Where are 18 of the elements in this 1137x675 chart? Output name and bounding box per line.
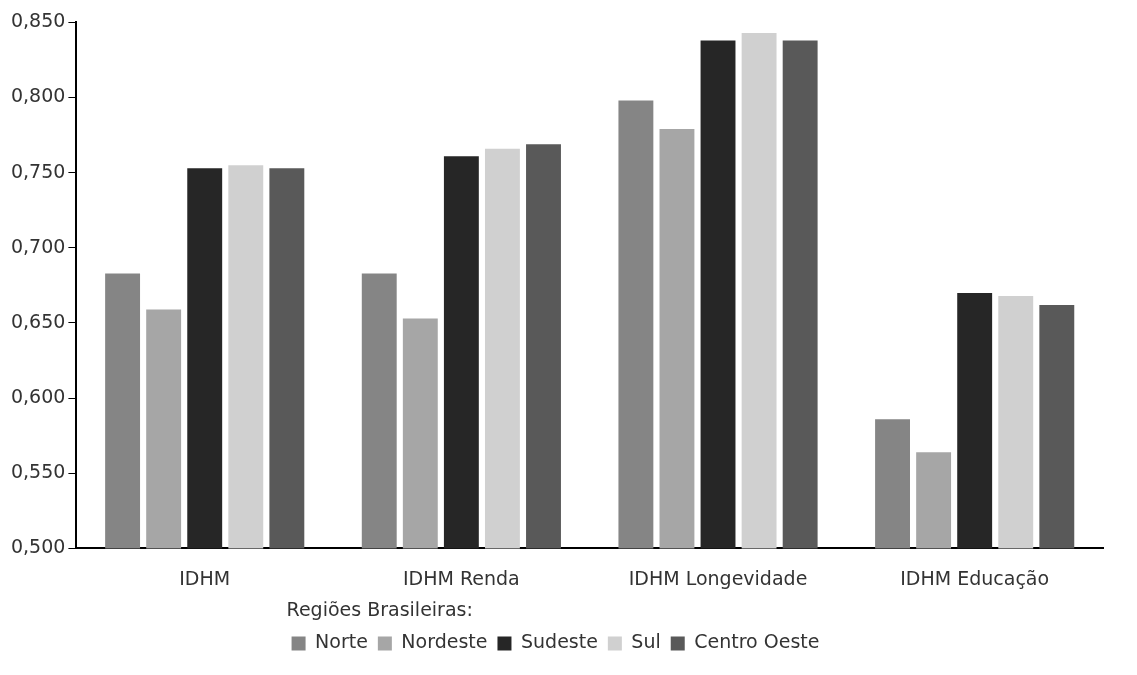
x-tick-label: IDHM Longevidade bbox=[628, 566, 808, 589]
x-tick-label: IDHM Renda bbox=[403, 566, 520, 589]
legend-label: Sudeste bbox=[520, 630, 598, 653]
y-tick-label: 0,800 bbox=[10, 84, 66, 107]
legend-label: Sul bbox=[631, 630, 661, 653]
y-tick-label: 0,750 bbox=[10, 159, 66, 182]
y-tick-label: 0,850 bbox=[10, 9, 66, 32]
legend-label: Nordeste bbox=[401, 630, 488, 653]
y-tick-label: 0,650 bbox=[10, 309, 66, 332]
x-tick-label: IDHM Educação bbox=[900, 566, 1050, 589]
y-tick-label: 0,500 bbox=[10, 535, 66, 558]
legend-label: Norte bbox=[315, 630, 368, 653]
legend-title: Regiões Brasileiras: bbox=[286, 597, 473, 620]
y-tick-label: 0,700 bbox=[10, 234, 66, 257]
legend-label: Centro Oeste bbox=[694, 630, 820, 653]
y-tick-label: 0,600 bbox=[10, 385, 66, 408]
y-tick-label: 0,550 bbox=[10, 460, 66, 483]
x-tick-label: IDHM bbox=[179, 566, 231, 589]
